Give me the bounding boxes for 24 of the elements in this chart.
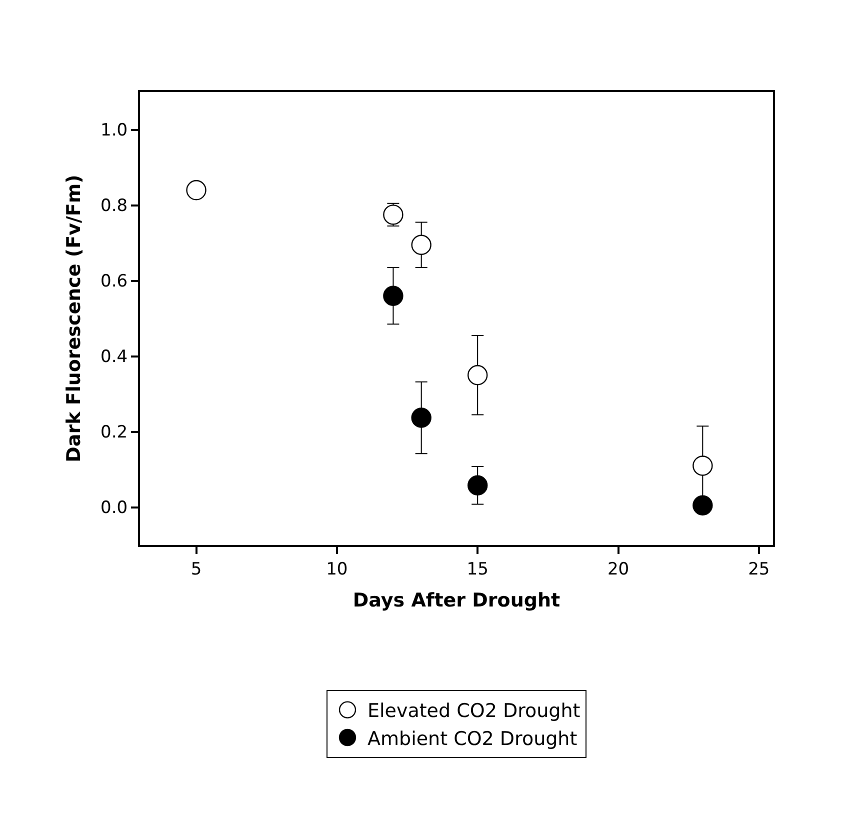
x-tick-label: 20 bbox=[607, 559, 630, 580]
point bbox=[383, 286, 404, 306]
legend-label: Ambient CO2 Drought bbox=[368, 728, 578, 750]
x-tick-label: 10 bbox=[326, 559, 348, 580]
point bbox=[383, 204, 404, 225]
point bbox=[692, 456, 713, 476]
point bbox=[468, 475, 488, 496]
y-tick-label: 0.4 bbox=[100, 347, 128, 368]
point bbox=[692, 495, 713, 516]
y-tick-label: 1.0 bbox=[100, 120, 128, 141]
y-tick-label: 0.6 bbox=[100, 272, 128, 292]
y-tick-label: 0.8 bbox=[100, 196, 128, 216]
x-tick-label: 5 bbox=[190, 559, 202, 580]
x-axis-title: Days After Drought bbox=[352, 590, 560, 612]
point bbox=[411, 234, 432, 255]
y-tick-label: 0.2 bbox=[100, 422, 128, 443]
legend-label: Elevated CO2 Drought bbox=[368, 700, 580, 722]
point bbox=[411, 408, 432, 428]
y-tick-label: 0.0 bbox=[100, 498, 128, 518]
x-tick-label: 15 bbox=[466, 559, 488, 580]
point bbox=[186, 180, 206, 200]
x-tick-label: 25 bbox=[748, 559, 770, 580]
y-axis-title: Dark Fluorescence (Fv/Fm) bbox=[62, 174, 85, 462]
point bbox=[468, 365, 488, 386]
